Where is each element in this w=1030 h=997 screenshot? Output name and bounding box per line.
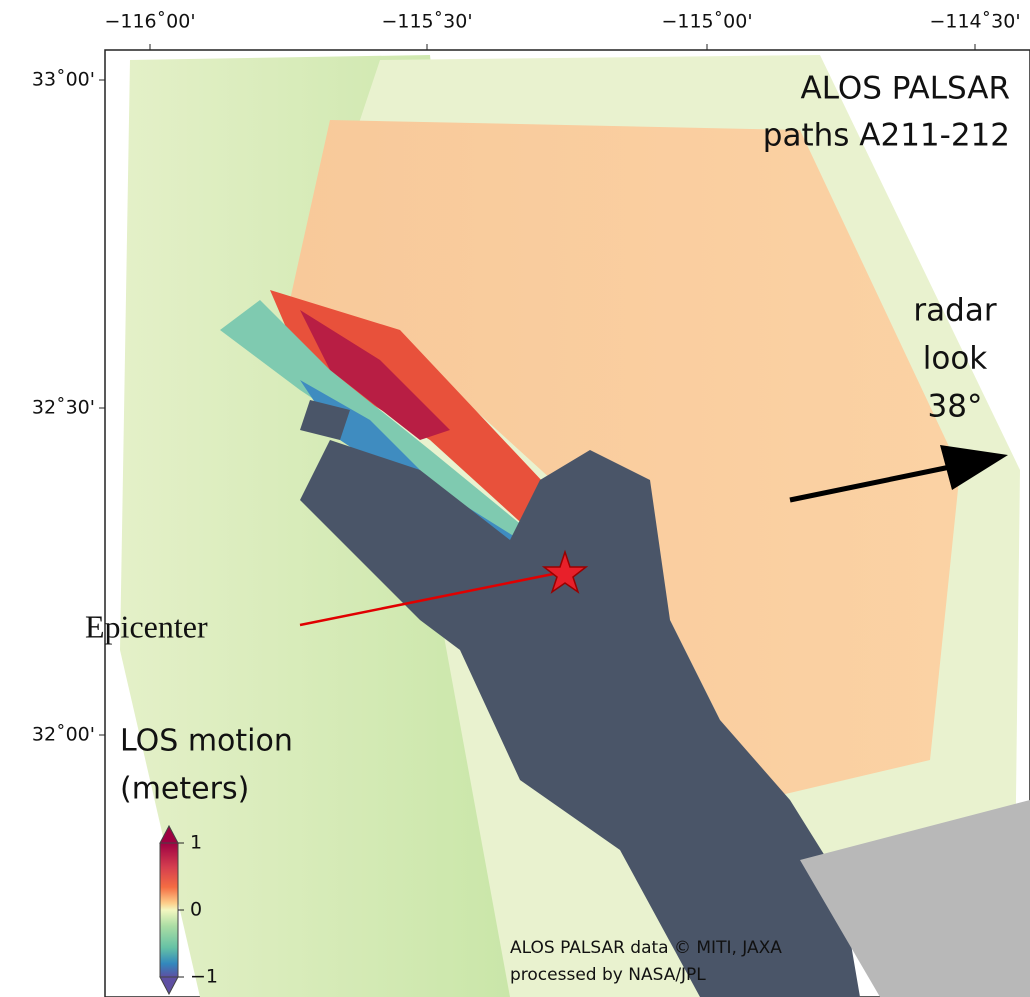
radar-look-label: radar xyxy=(913,293,996,329)
colorbar-tick-label: 0 xyxy=(190,899,202,921)
lon-tick-label: −115˚30' xyxy=(381,11,472,33)
title-line: ALOS PALSAR xyxy=(801,71,1011,107)
colorbar-tick-label: −1 xyxy=(190,966,218,988)
colorbar xyxy=(160,843,178,977)
lon-tick-label: −115˚00' xyxy=(661,11,752,33)
credit-line: ALOS PALSAR data © MITI, JAXA xyxy=(510,938,782,958)
radar-look-label: 38° xyxy=(928,389,983,425)
legend-title: (meters) xyxy=(120,772,249,807)
map-area xyxy=(105,50,1030,997)
lat-tick-label: 32˚00' xyxy=(32,724,95,746)
lon-tick-label: −114˚30' xyxy=(929,11,1020,33)
colorbar-tick-label: 1 xyxy=(190,832,202,854)
legend-title: LOS motion xyxy=(120,724,293,759)
lat-tick-label: 33˚00' xyxy=(32,69,95,91)
lat-tick-label: 32˚30' xyxy=(32,397,95,419)
lon-tick-label: −116˚00' xyxy=(104,11,195,33)
epicenter-label: Epicenter xyxy=(85,608,208,644)
title-line: paths A211-212 xyxy=(763,118,1010,154)
map-figure: ALOS PALSAR paths A211-212 radar look 38… xyxy=(0,0,1030,997)
credit-line: processed by NASA/JPL xyxy=(510,965,706,985)
radar-look-label: look xyxy=(923,341,988,377)
